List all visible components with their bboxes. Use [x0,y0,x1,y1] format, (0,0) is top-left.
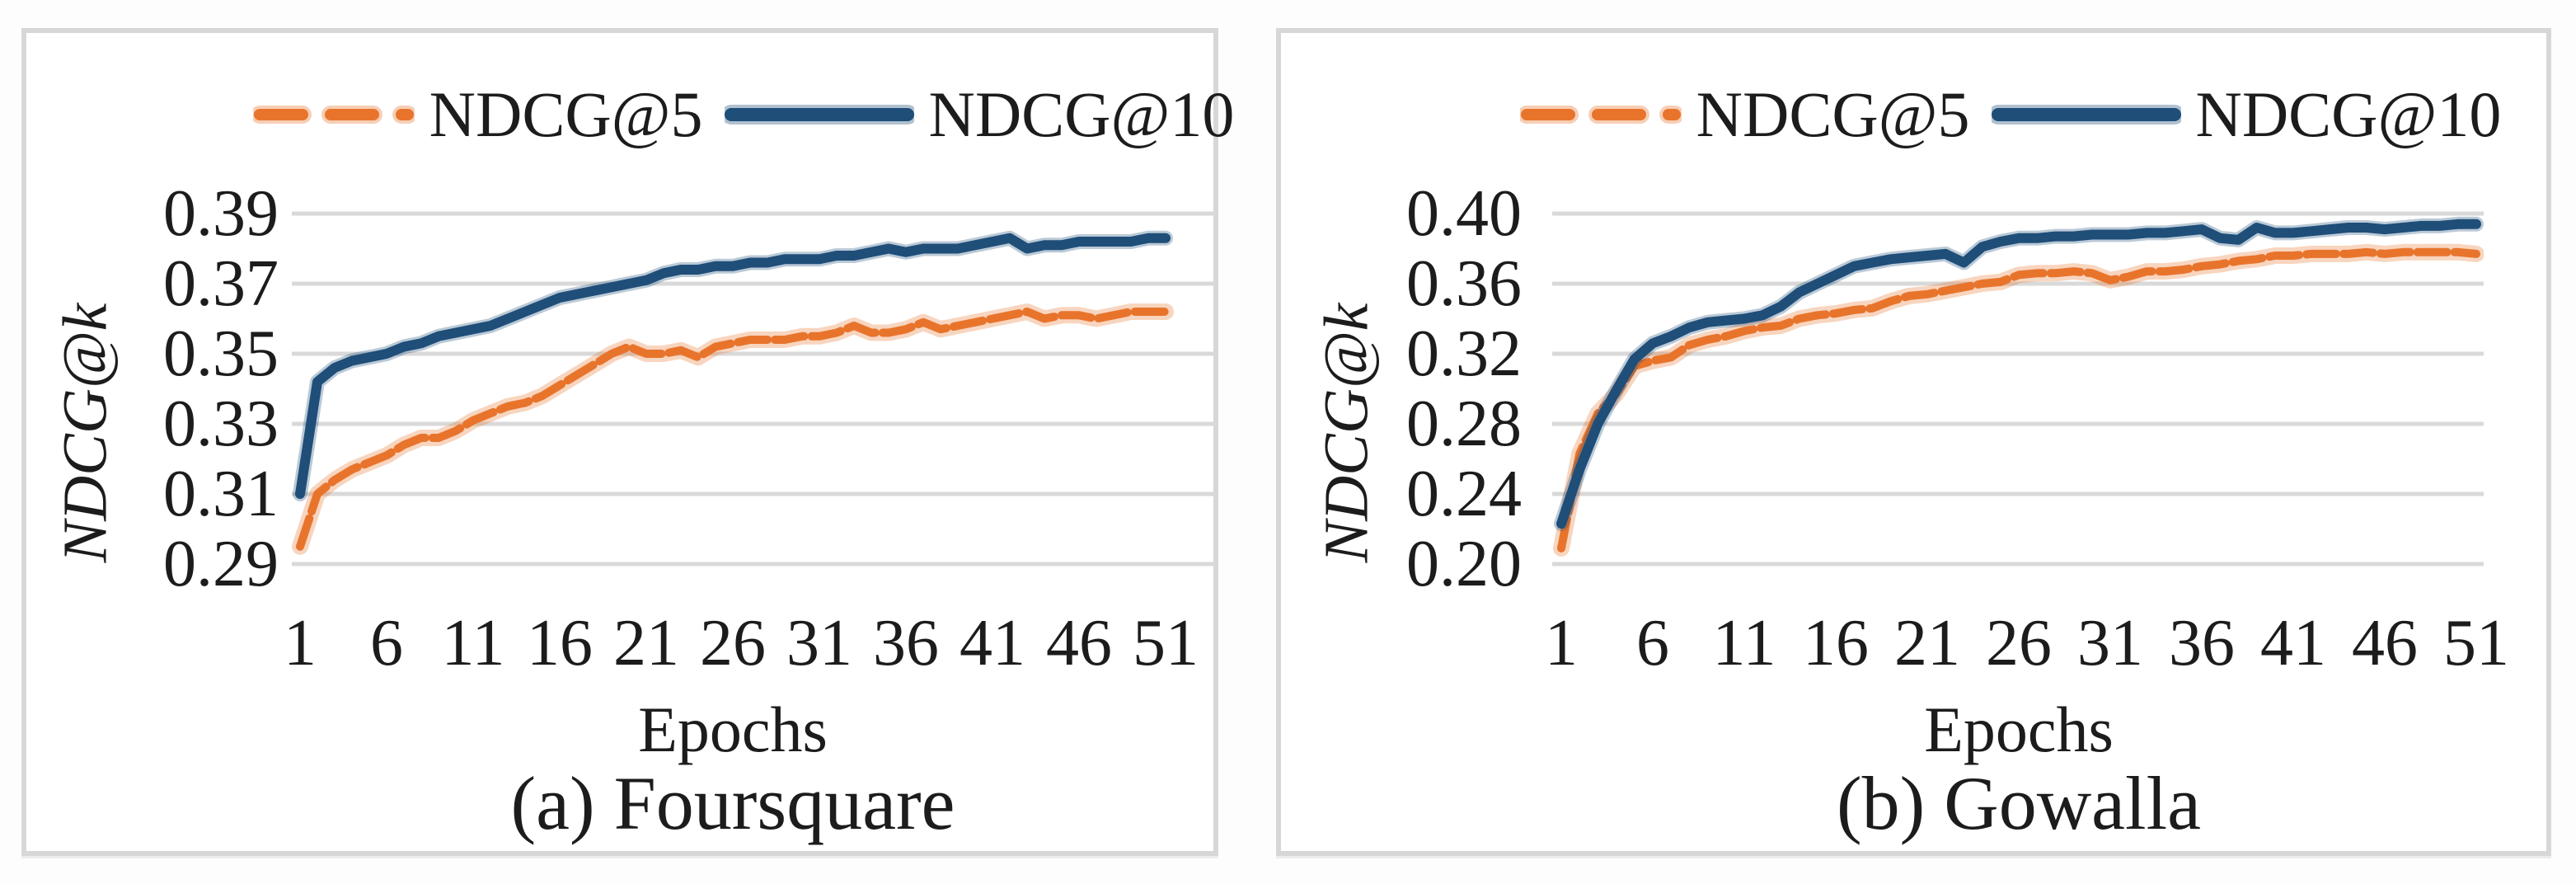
x-tick-label: 6 [1636,607,1669,679]
x-tick-label: 36 [873,607,939,679]
y-tick-label: 0.36 [1406,247,1522,320]
ndcg10-series-line [1556,219,2481,529]
x-tick-label: 16 [1803,607,1869,679]
x-axis-title: Epochs [1924,694,2114,765]
x-tick-label: 21 [1894,607,1960,679]
y-tick-label: 0.40 [1406,177,1522,250]
y-tick-label: 0.31 [163,458,279,530]
y-tick-label: 0.32 [1406,317,1522,390]
y-tick-label: 0.37 [163,247,279,320]
x-tick-label: 26 [1986,607,2052,679]
x-tick-label: 11 [441,607,505,679]
x-tick-label: 46 [2352,607,2418,679]
ndcg5-dashed-line-icon [252,106,415,124]
x-tick-label: 26 [700,607,766,679]
ndcg5-dashed-line-icon [1519,106,1682,124]
panel-foursquare: NDCG@5 NDCG@10 0.39 0.37 0.35 0.33 0.31 0.29 … [21,28,1234,856]
ndcg5-series-line [1557,247,2480,552]
ndcg10-series-halo [293,230,1173,501]
x-tick-label: 51 [1133,607,1199,679]
y-axis-title: NDCG@k [1311,303,1382,563]
legend-item-ndcg10: NDCG@10 [1991,78,2502,150]
y-tick-label: 0.35 [163,317,279,390]
x-tick-label: 36 [2169,607,2235,679]
x-axis-title: Epochs [638,694,828,765]
x-tick-label: 41 [960,607,1025,679]
panel-gowalla: NDCG@5 NDCG@10 0.40 0.36 0.32 0.28 0.24 0.20 … [1276,28,2551,856]
x-tick-label: 41 [2260,607,2326,679]
x-tick-label: 51 [2443,607,2509,679]
x-tick-label: 6 [370,607,403,679]
x-tick-label: 31 [2077,607,2143,679]
plot-area-foursquare [292,211,1215,567]
y-tick-label: 0.28 [1406,388,1522,460]
y-tick-label: 0.20 [1406,528,1522,600]
legend-label-ndcg10: NDCG@10 [928,78,1235,150]
legend-foursquare: NDCG@5 NDCG@10 [252,69,1234,160]
y-tick-label: 0.24 [1406,458,1522,530]
legend-item-ndcg5: NDCG@5 [1519,78,1970,150]
ndcg10-series-line [295,233,1171,499]
panel-caption-gowalla: (b) Gowalla [1837,761,2201,845]
x-tick-label: 1 [284,607,317,679]
y-tick-label: 0.39 [163,177,279,250]
y-axis-title: NDCG@k [50,303,120,563]
legend-item-ndcg10: NDCG@10 [724,78,1235,150]
plot-area-gowalla [1552,211,2484,567]
legend-gowalla: NDCG@5 NDCG@10 [1519,69,2501,160]
panel-caption-foursquare: (a) Foursquare [510,761,955,845]
ndcg10-solid-line-icon [724,105,914,125]
ndcg10-solid-line-icon [1991,105,2181,125]
x-tick-label: 11 [1712,607,1776,679]
legend-item-ndcg5: NDCG@5 [252,78,703,150]
y-tick-label: 0.33 [163,388,279,460]
ndcg5-series-halo [1553,243,2484,557]
ndcg5-series-line [296,308,1170,551]
legend-label-ndcg5: NDCG@5 [1696,78,1970,150]
x-tick-label: 21 [613,607,679,679]
legend-label-ndcg5: NDCG@5 [429,78,703,150]
x-tick-label: 46 [1046,607,1112,679]
x-tick-label: 31 [786,607,852,679]
legend-label-ndcg10: NDCG@10 [2195,78,2502,150]
y-tick-label: 0.29 [163,528,279,600]
x-tick-label: 1 [1545,607,1578,679]
x-tick-label: 16 [527,607,593,679]
